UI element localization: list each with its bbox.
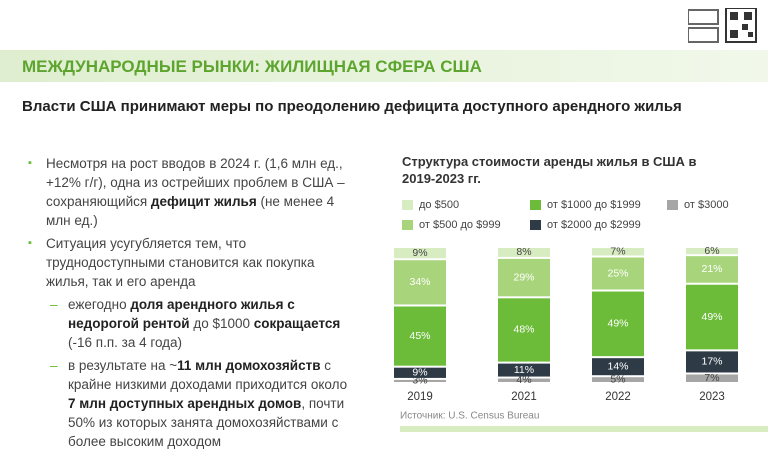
value-label: 25% [607,267,628,279]
value-label: 9% [412,367,427,379]
bullet: Ситуация усугубляется тем, что труднодос… [28,234,358,451]
value-label: 9% [412,247,427,259]
legend-swatch [530,220,541,230]
header-title: МЕЖДУНАРОДНЫЕ РЫНКИ: ЖИЛИЩНАЯ СФЕРА США [22,57,482,76]
bar-segment [498,248,550,257]
bar-segment [686,248,738,255]
text-bold: 11 млн домохозяйств [177,358,321,373]
bar-segment [498,258,550,297]
legend-swatch [530,200,541,210]
header-band: МЕЖДУНАРОДНЫЕ РЫНКИ: ЖИЛИЩНАЯ СФЕРА США [0,50,768,82]
bar-segment [498,363,550,377]
value-label: 7% [610,246,625,258]
value-label: 48% [513,324,534,336]
text: ежегодно [68,297,131,312]
legend-swatch [667,200,678,210]
text-bold: дефицит жилья [150,194,257,209]
footer-bar [400,426,768,432]
text: Несмотря на рост вводов в 2024 г. (1,6 м… [46,156,345,209]
text-bold: 7 млн доступных арендных домов [68,396,302,411]
bar-segment [592,248,644,256]
legend-label: от $1000 до $1999 [547,199,641,211]
page: МЕЖДУНАРОДНЫЕ РЫНКИ: ЖИЛИЩНАЯ СФЕРА США … [0,0,768,432]
chart-title: Структура стоимости аренды жилья в США в… [402,154,697,186]
x-tick-label: 2023 [699,391,725,403]
bar-segment [394,306,446,366]
bar-segment [394,367,446,378]
value-label: 8% [516,246,531,258]
bar-segment [394,248,446,259]
x-tick-label: 2021 [511,391,537,403]
bar-segment [592,291,644,357]
bar-segment [498,298,550,362]
bar-segment [686,284,738,350]
text: в результате на ~ [68,358,178,373]
text: (не менее 4 млн ед.) [46,194,335,228]
subtitle: Власти США принимают меры по преодолению… [22,98,682,115]
x-tick-label: 2019 [407,391,433,403]
chart: Источник: U.S. Census Bureau до $500 от $… [394,199,768,432]
text-bold: сокращается [253,316,341,331]
value-label: 5% [610,373,625,385]
logo [688,8,757,43]
bar-segment [592,257,644,290]
bar-segment [394,260,446,305]
bar-segment [686,256,738,283]
bar-segment [394,379,446,382]
value-label: 4% [516,374,531,386]
source: Источник: U.S. Census Bureau [400,411,539,422]
bar-segment [686,351,738,373]
bar-segment [592,377,644,382]
bar-segment [498,378,550,382]
text: Ситуация усугубляется тем, что труднодос… [46,236,315,289]
text: (-16 п.п. за 4 года) [68,335,183,350]
legend-label: от $3000 [684,199,729,211]
legend-label: до $500 [419,199,459,211]
bar-segment [686,374,738,382]
value-label: 45% [409,330,430,342]
value-label: 29% [513,271,534,283]
value-label: 49% [701,311,722,323]
value-label: 49% [607,318,628,330]
bullets: Несмотря на рост вводов в 2024 г. (1,6 м… [28,154,358,455]
text-bold: доля арендного жилья с недорогой рентой [68,297,295,331]
sub-bullet: ежегодно доля арендного жилья с недорого… [50,295,358,352]
value-label: 17% [701,356,722,368]
bullet: Несмотря на рост вводов в 2024 г. (1,6 м… [28,154,358,230]
value-label: 34% [409,276,430,288]
sub-bullet: в результате на ~11 млн домохозяйств с к… [50,356,358,451]
legend-label: от $2000 до $2999 [547,219,641,231]
text: до $1000 [189,316,254,331]
value-label: 21% [701,263,722,275]
legend-swatch [402,200,413,210]
x-tick-label: 2022 [605,391,631,403]
value-label: 6% [704,245,719,257]
value-label: 7% [704,372,719,384]
bar-segment [592,358,644,376]
legend-label: от $500 до $999 [419,219,501,231]
legend-swatch [402,220,413,230]
value-label: 11% [514,364,534,376]
text: с крайне низкими доходами приходится око… [68,358,348,392]
value-label: 14% [607,360,628,372]
